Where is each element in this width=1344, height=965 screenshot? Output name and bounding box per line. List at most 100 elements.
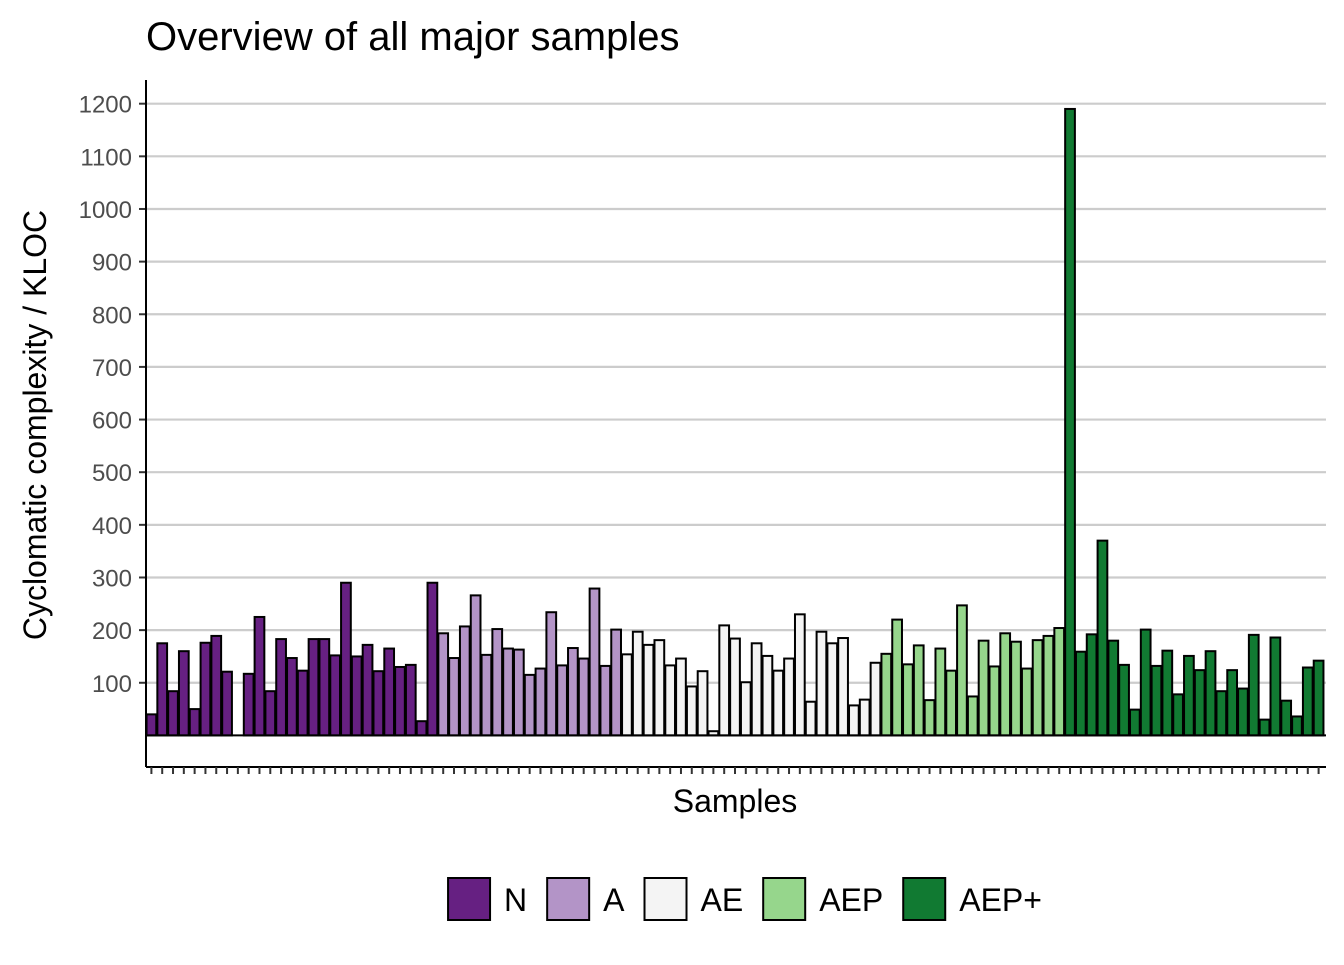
bar [512,648,525,737]
legend-swatch [447,877,492,921]
bar [956,604,968,737]
chart-title: Overview of all major samples [146,15,680,59]
bar [1193,669,1206,737]
bar [1215,690,1228,737]
bar [242,672,255,737]
bar [999,632,1012,737]
bar [1161,649,1174,737]
bar [599,664,612,737]
y-tick-label: 1000 [79,197,132,224]
y-tick-label: 400 [92,513,132,540]
y-tick-label: 200 [92,618,132,645]
bar [350,655,363,737]
bar [750,642,763,737]
y-tick-label: 300 [92,565,132,592]
bar [783,657,795,737]
bar [772,669,785,737]
y-tick-label: 900 [92,250,132,277]
bar [815,630,828,737]
bar [567,647,579,737]
bar [1291,715,1303,737]
bar [1129,708,1141,737]
bar [556,664,568,737]
bar [1150,664,1163,737]
bar [448,657,460,737]
bar [804,700,817,737]
legend-swatch [643,877,688,921]
bar [1139,628,1152,737]
y-tick-label: 600 [92,408,132,435]
bar [545,611,558,737]
bar [188,708,201,737]
bar [1172,693,1184,737]
bar [480,653,493,737]
bar [1085,633,1098,737]
bar [1031,639,1044,737]
y-tick-label: 1100 [80,144,132,171]
y-tick-label: 800 [92,302,132,329]
bar [275,638,287,737]
bar [761,654,774,737]
bar [1183,654,1195,737]
bar [372,670,385,737]
bar [458,625,471,737]
bar [642,643,655,737]
bar [1269,636,1282,737]
bar [404,663,417,737]
bar [210,634,223,737]
bar [826,642,839,737]
bar [588,587,601,737]
bar [340,581,352,737]
y-tick-label: 500 [92,460,132,487]
bar [167,690,179,737]
bar [383,647,396,737]
bar [837,637,849,737]
legend-label: AEP [819,882,883,918]
bar [621,653,633,737]
bar [610,628,622,737]
bar [1042,634,1055,737]
bar [1107,639,1120,737]
y-tick-label: 100 [92,671,132,698]
legend-swatch [546,877,591,921]
bar [653,639,666,737]
bar [685,685,698,737]
bar [426,581,439,737]
legend-swatch [902,877,947,921]
bar [199,641,212,737]
legend-label: A [603,882,625,918]
bar [1312,659,1325,737]
bar [880,652,893,737]
bar [902,663,914,737]
bar [318,638,331,737]
bar [1020,667,1033,737]
bar [1118,663,1130,737]
legend-item: N [447,877,527,921]
bar [361,643,374,737]
bar [1053,627,1066,737]
bar [793,613,806,737]
bar [145,713,158,737]
bar [988,665,1001,737]
bar [912,644,925,737]
bar [1237,687,1249,737]
bar [1247,633,1260,737]
bar [977,639,990,737]
legend-item: AEP [762,877,883,921]
bar [286,657,298,737]
bar [1064,107,1076,737]
bar [923,699,936,737]
x-ticks [150,767,1320,774]
bar [415,720,428,737]
bar [729,637,741,737]
bar [631,630,644,737]
legend-label: N [504,882,527,918]
bar [1204,650,1217,737]
bar [1258,718,1271,737]
y-tick-label: 700 [92,355,132,382]
bar [534,667,547,737]
bar [523,673,536,737]
bar [1074,650,1087,737]
